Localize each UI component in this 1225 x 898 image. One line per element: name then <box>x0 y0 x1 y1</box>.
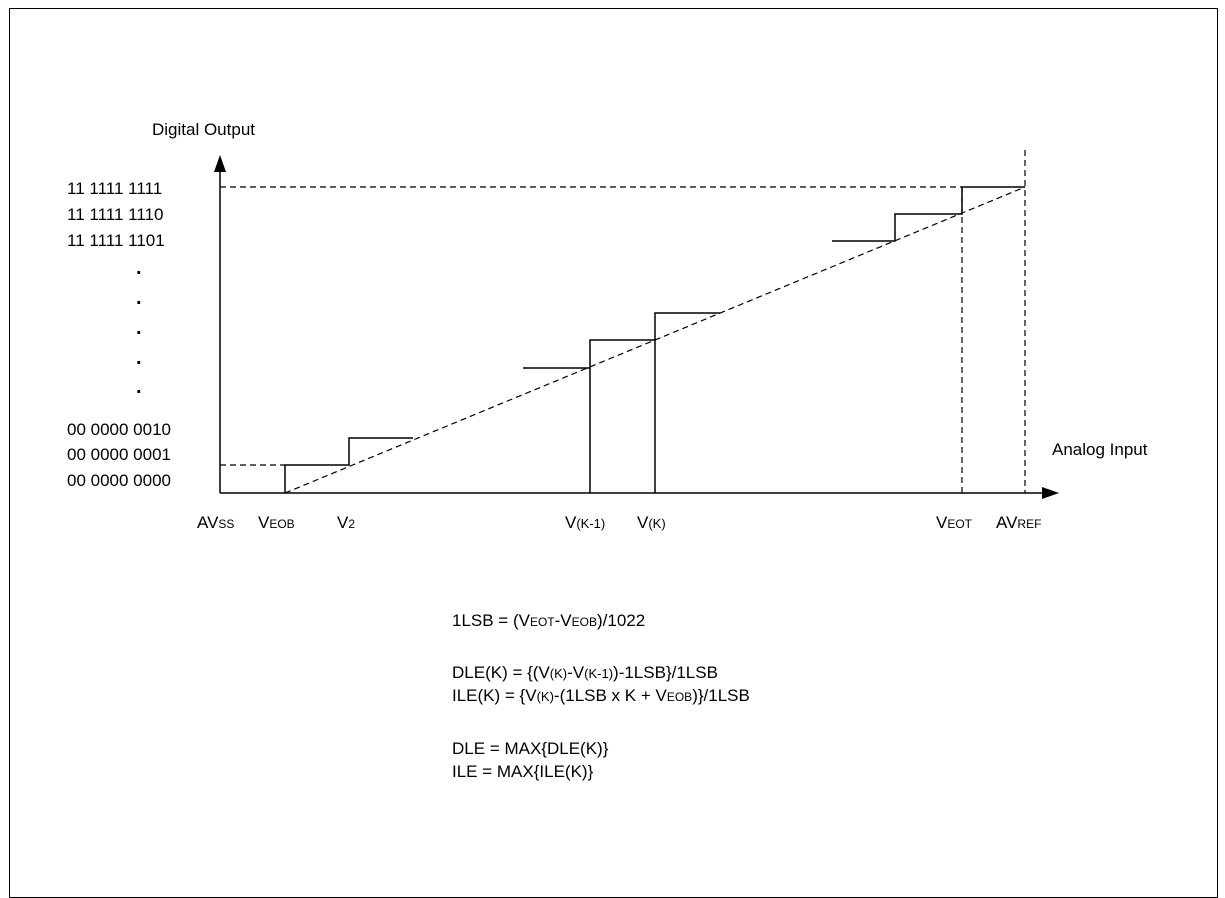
x-tick-veot: VEOT <box>936 513 973 532</box>
formula-dle: DLE = MAX{DLE(K)} <box>452 739 609 758</box>
bottom-steps <box>284 437 413 493</box>
y-code-label: 00 0000 0010 <box>67 420 171 439</box>
y-code-label: 11 1111 1110 <box>67 205 164 224</box>
y-code-label: 11 1111 1111 <box>67 179 163 198</box>
y-axis-arrow <box>214 155 226 172</box>
x-tick-avref: AVREF <box>996 513 1042 532</box>
ellipsis-dot: . <box>136 257 142 279</box>
x-tick-v2: V2 <box>337 513 356 532</box>
x-tick-vk-1: V(K-1) <box>565 513 606 532</box>
y-code-label: 00 0000 0000 <box>67 471 171 490</box>
ellipsis-dot: . <box>136 317 142 339</box>
y-code-label: 00 0000 0001 <box>67 445 171 464</box>
top-steps <box>832 186 1025 242</box>
x-tick-veob: VEOB <box>258 513 295 532</box>
mid-step-3 <box>654 312 720 340</box>
y-axis-title: Digital Output <box>152 120 255 139</box>
y-code-label: 11 1111 1101 <box>67 231 165 250</box>
x-tick-avss: AVSS <box>197 513 235 532</box>
x-axis-title: Analog Input <box>1052 440 1148 459</box>
ellipsis-dot: . <box>136 376 142 398</box>
ellipsis-dot: . <box>136 347 142 369</box>
x-tick-vk: V(K) <box>637 513 666 532</box>
formula-ile: ILE = MAX{ILE(K)} <box>452 762 594 781</box>
mid-steps <box>589 339 656 493</box>
x-axis-arrow <box>1042 487 1059 499</box>
ellipsis-dot: . <box>136 287 142 309</box>
formula-lsb: 1LSB = (VEOT-VEOB)/1022 <box>452 611 646 630</box>
formula-ile-k: ILE(K) = {V(K)-(1LSB x K + VEOB)}/1LSB <box>452 686 750 705</box>
formula-dle-k: DLE(K) = {(V(K)-V(K-1))-1LSB}/1LSB <box>452 663 718 682</box>
